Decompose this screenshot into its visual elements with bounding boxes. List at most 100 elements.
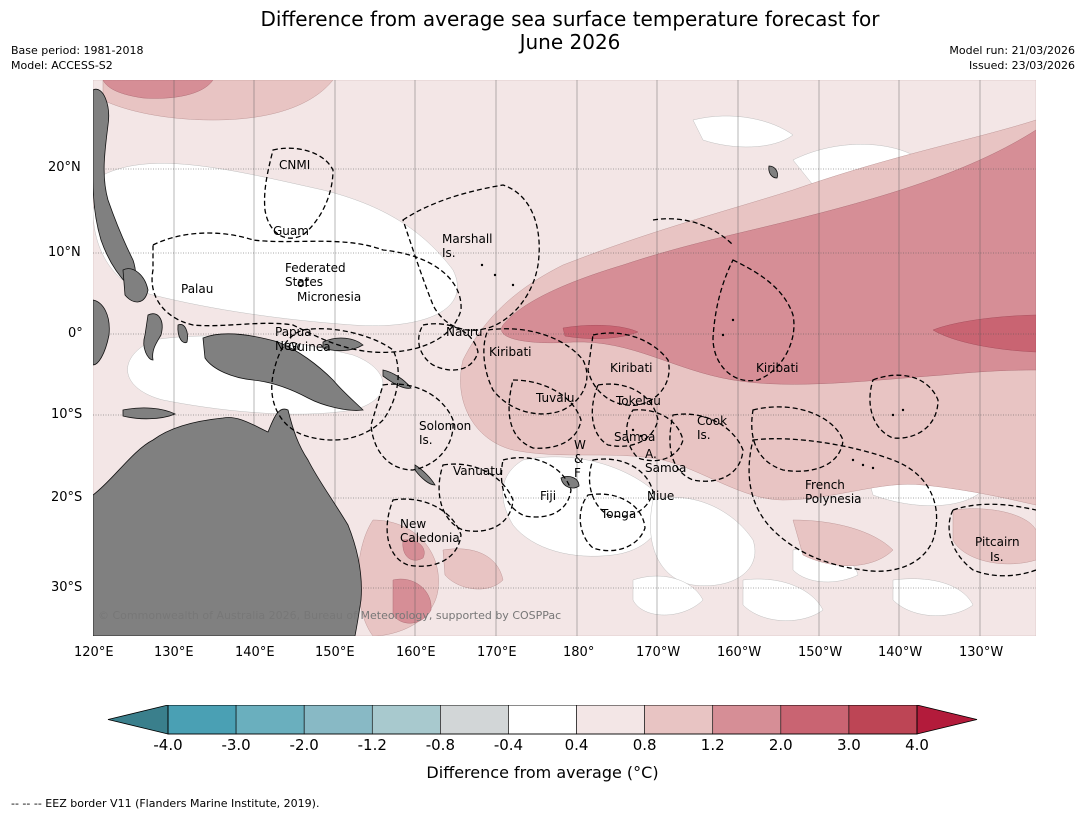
eez-borders: [151, 147, 1036, 577]
colorbar-cell: [508, 705, 577, 735]
colorbar-extend-high: [916, 705, 978, 735]
issued-date: Issued: 23/03/2026: [968, 59, 1075, 72]
base-period: Base period: 1981-2018: [11, 44, 144, 57]
lon-tick: 170°W: [636, 645, 681, 660]
colorbar-tick-label: 0.8: [632, 736, 657, 754]
map-copyright: © Commonwealth of Australia 2026, Bureau…: [98, 609, 562, 622]
timor: [122, 407, 176, 420]
lon-tick: 180°: [563, 645, 595, 660]
region-label: Is.: [990, 550, 1004, 564]
new-guinea: [202, 333, 364, 411]
lon-tick: 140°W: [878, 645, 923, 660]
region-label: Tuvalu: [536, 391, 575, 405]
region-label: Cook Is.: [697, 414, 728, 442]
australia: [93, 408, 362, 636]
region-label: Guinea: [288, 340, 331, 354]
lat-tick: 20°N: [48, 160, 81, 175]
region-label: Kiribati: [489, 345, 532, 359]
colorbar-tick-label: -0.8: [425, 736, 455, 754]
region-label: Tonga: [601, 507, 637, 521]
colorbar-tick-label: -2.0: [289, 736, 319, 754]
lon-tick: 140°E: [235, 645, 275, 660]
lon-tick: 160°W: [717, 645, 762, 660]
colorbar-cell: [848, 705, 918, 735]
region-label: New Caledonia: [400, 517, 460, 545]
lon-tick: 130°E: [154, 645, 194, 660]
eez-legend: -- -- -- EEZ border V11 (Flanders Marine…: [11, 797, 320, 810]
graticule: [93, 168, 1036, 589]
colorbar-tick-label: 1.2: [700, 736, 725, 754]
colorbar-tick-label: -0.4: [493, 736, 524, 754]
solomons: [382, 369, 412, 389]
new-britain: [322, 337, 364, 352]
new-caledonia-land: [414, 464, 436, 486]
fiji-land: [560, 476, 580, 489]
colorbar-tick-label: 4.0: [905, 736, 929, 754]
region-label: Fiji: [540, 489, 557, 503]
colorbar-cell: [235, 705, 305, 735]
colorbar-cell: [440, 705, 509, 735]
lon-tick: 160°E: [396, 645, 436, 660]
colorbar-cell: [303, 705, 373, 735]
colorbar-cell: [712, 705, 782, 735]
colorbar-tick-label: -3.0: [221, 736, 251, 754]
philippines-south: [122, 268, 149, 303]
lon-tick: 150°W: [798, 645, 843, 660]
colorbar-cell: [576, 705, 645, 735]
region-label: CNMI: [279, 158, 311, 172]
lon-tick: 120°E: [74, 645, 114, 660]
region-label: Kiribati: [756, 361, 799, 375]
lat-tick: 20°S: [51, 490, 83, 505]
right-metadata: Model run: 21/03/2026 Issued: 23/03/2026: [949, 43, 1075, 73]
region-label: of Micronesia: [297, 276, 362, 304]
region-label: Marshall Is.: [442, 232, 493, 260]
chart-title: Difference from average sea surface temp…: [0, 8, 1085, 54]
lat-tick: 30°S: [51, 580, 83, 595]
anomaly-near-zero: [93, 115, 984, 621]
sulawesi: [143, 313, 163, 361]
landmasses: [93, 88, 778, 636]
colorbar-extend-low: [107, 705, 169, 735]
colorbar-cell: [644, 705, 714, 735]
region-label: Niue: [647, 489, 675, 503]
region-label: Samoa: [614, 430, 656, 444]
region-label: Tokelau: [616, 394, 661, 408]
lon-tick: 130°W: [959, 645, 1004, 660]
atolls: [480, 263, 905, 470]
sst-anomaly-map: [93, 80, 1036, 636]
anomaly-1-2-to-2-0: [102, 80, 1036, 624]
model-run: Model run: 21/03/2026: [949, 44, 1075, 57]
colorbar-tick-label: -4.0: [153, 736, 183, 754]
left-metadata: Base period: 1981-2018 Model: ACCESS-S2: [11, 43, 143, 73]
colorbar: [107, 705, 978, 735]
colorbar-label: Difference from average (°C): [426, 763, 659, 782]
region-label: Papua New: [275, 325, 312, 353]
colorbar-tick-label: -1.2: [357, 736, 387, 754]
colorbar-tick-label: 3.0: [836, 736, 861, 754]
colorbar-cell: [780, 705, 850, 735]
lat-tick: 10°N: [48, 245, 81, 260]
region-label: French Polynesia: [805, 478, 862, 506]
region-label: Kiribati: [610, 361, 653, 375]
region-label: Nauru: [446, 325, 483, 339]
hawaii: [768, 165, 778, 179]
halmahera: [177, 324, 188, 344]
lat-tick: 0°: [68, 326, 83, 341]
title-line-2: June 2026: [519, 30, 621, 54]
borneo-edge: [93, 299, 110, 366]
philippines: [93, 88, 136, 287]
colorbar-frame: [167, 705, 918, 735]
colorbar-tick-label: 0.4: [564, 736, 589, 754]
region-label: Pitcairn: [975, 535, 1020, 549]
colorbar-tick-label: 2.0: [768, 736, 793, 754]
lat-tick: 10°S: [51, 407, 83, 422]
region-label: Solomon Is.: [419, 419, 472, 447]
model-name: Model: ACCESS-S2: [11, 59, 113, 72]
colorbar-cell: [371, 705, 441, 735]
anomaly-2-0-to-3-0: [562, 314, 1036, 353]
lon-tick: 150°E: [315, 645, 355, 660]
region-label: W & F: [574, 438, 586, 480]
region-label: A. Samoa: [645, 447, 687, 475]
colorbar-cell: [167, 705, 237, 735]
region-label: Guam: [273, 224, 309, 238]
